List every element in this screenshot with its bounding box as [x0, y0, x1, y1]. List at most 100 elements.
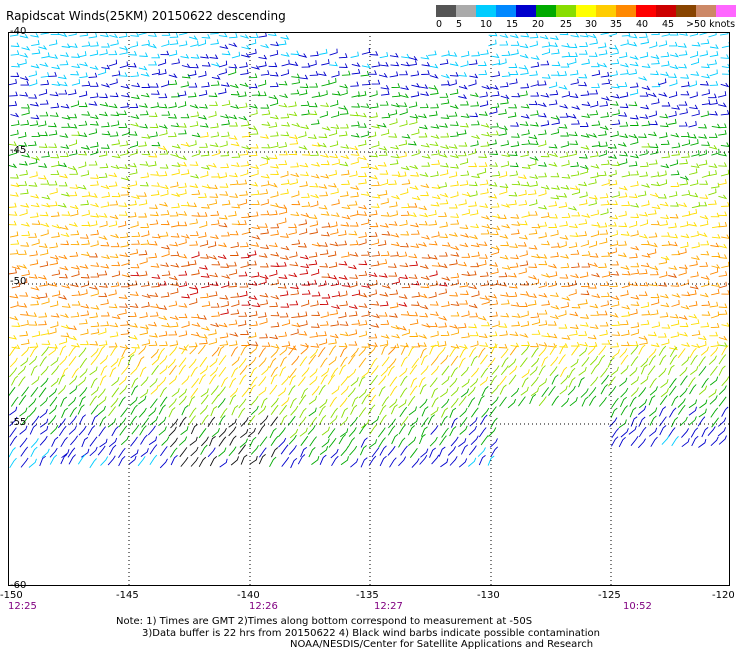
wind-barb [150, 263, 160, 268]
wind-barb [639, 219, 649, 227]
wind-barb [328, 169, 338, 177]
wind-barb [611, 161, 620, 167]
wind-barb [591, 120, 601, 126]
wind-barb [150, 303, 160, 309]
wind-barb [168, 375, 178, 385]
wind-barb [111, 70, 121, 77]
wind-barb [51, 64, 61, 70]
wind-barb [581, 113, 591, 118]
wind-barb [340, 154, 350, 160]
wind-barb [168, 132, 177, 138]
wind-barb [111, 270, 121, 278]
wind-barb [511, 92, 521, 98]
wind-barb [628, 33, 638, 39]
wind-barb [470, 242, 480, 248]
wind-barb [358, 320, 368, 326]
wind-barb [99, 355, 109, 365]
wind-barb [620, 231, 630, 236]
wind-barb [99, 111, 108, 117]
wind-barb [297, 376, 306, 387]
wind-barb [391, 91, 401, 98]
wind-barb [408, 202, 418, 208]
wind-barb [69, 204, 79, 210]
wind-barb [338, 312, 347, 319]
wind-barb [661, 60, 670, 67]
wind-barb [238, 271, 248, 277]
wind-barb [298, 53, 308, 58]
wind-barb [550, 115, 560, 121]
wind-barb [18, 59, 27, 66]
wind-barb [258, 454, 266, 465]
wind-barb [409, 447, 418, 458]
wind-barb [467, 270, 477, 276]
wind-barb [238, 320, 247, 327]
wind-barb [30, 300, 40, 306]
wind-barb [309, 376, 318, 386]
wind-barb [699, 50, 709, 57]
wind-barb [21, 386, 29, 397]
wind-barb [508, 374, 517, 385]
wind-barb [530, 80, 539, 87]
wind-map[interactable] [8, 32, 730, 586]
wind-barb [371, 447, 380, 458]
wind-barb [601, 271, 611, 278]
wind-barb [159, 164, 169, 169]
wind-barb [191, 251, 200, 259]
wind-barb [679, 179, 689, 186]
wind-barb [468, 425, 477, 436]
wind-barb [708, 388, 717, 398]
wind-barb [378, 273, 388, 278]
wind-barb [388, 345, 397, 355]
wind-barb [467, 386, 476, 397]
wind-barb [420, 283, 430, 289]
wind-barb [229, 32, 238, 39]
wind-barb [269, 427, 277, 439]
legend-swatch [656, 5, 676, 17]
wind-barb [330, 367, 339, 378]
wind-barb [478, 241, 488, 247]
wind-barb [440, 331, 450, 336]
wind-barb [149, 378, 158, 388]
wind-barb [369, 90, 378, 98]
wind-barb [518, 396, 526, 407]
wind-barb [571, 262, 580, 269]
wind-barb [458, 357, 466, 368]
wind-barb [280, 170, 289, 178]
wind-barb [258, 347, 267, 358]
wind-barb [398, 294, 408, 299]
wind-barb [368, 70, 377, 75]
wind-barb [30, 438, 39, 448]
wind-barb [190, 40, 199, 48]
wind-barb [391, 241, 400, 247]
wind-barb [90, 272, 100, 278]
wind-barb [389, 289, 399, 296]
wind-barb [10, 239, 20, 245]
wind-barb [130, 122, 140, 127]
wind-barb [500, 94, 510, 100]
wind-barb [220, 376, 228, 388]
wind-barb [551, 242, 560, 248]
wind-barb [621, 304, 631, 310]
wind-barb [617, 142, 627, 147]
wind-barb [258, 312, 267, 318]
wind-barb [249, 436, 257, 447]
wind-barb [390, 102, 400, 108]
wind-barb [648, 427, 658, 437]
wind-barb [270, 114, 279, 120]
wind-barb [531, 223, 541, 229]
wind-barb [189, 218, 198, 225]
wind-barb [61, 284, 71, 289]
wind-barb [361, 310, 370, 317]
wind-barb [361, 394, 369, 405]
wind-barb [480, 123, 490, 128]
wind-barb [261, 143, 271, 149]
wind-barb [309, 436, 317, 447]
wind-barb [718, 194, 728, 200]
wind-barb [630, 245, 640, 251]
wind-barb [190, 173, 200, 179]
wind-barb [328, 261, 338, 269]
wind-barb [357, 90, 367, 97]
wind-barb [138, 407, 147, 418]
wind-barb [121, 364, 129, 375]
wind-barb [409, 260, 419, 267]
